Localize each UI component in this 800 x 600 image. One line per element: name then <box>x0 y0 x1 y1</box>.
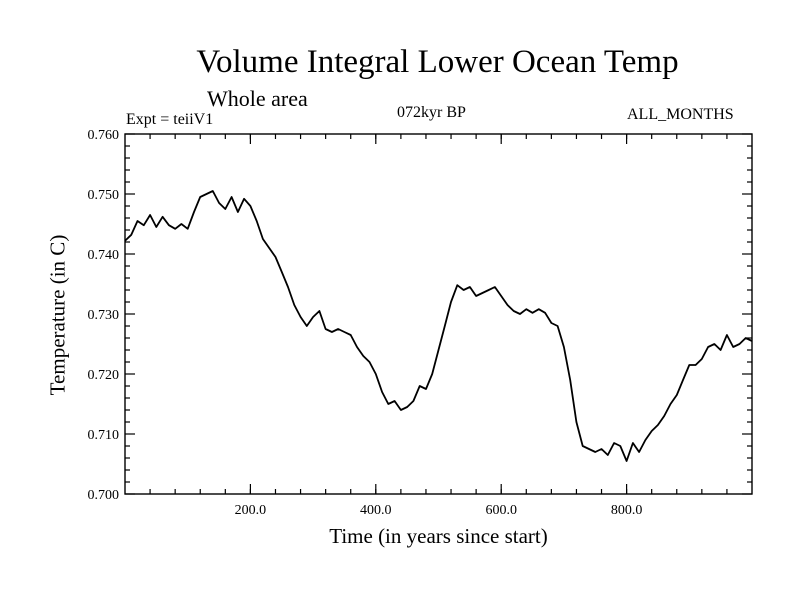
x-tick-label: 200.0 <box>235 503 267 518</box>
y-tick-label: 0.750 <box>88 188 120 203</box>
plot-frame <box>124 133 753 495</box>
x-tick-label: 600.0 <box>485 503 517 518</box>
x-tick-label: 800.0 <box>611 503 643 518</box>
y-tick-label: 0.760 <box>88 128 120 143</box>
y-tick-label: 0.720 <box>88 368 120 383</box>
period-label: 072kyr BP <box>397 104 466 121</box>
months-label: ALL_MONTHS <box>627 106 734 123</box>
x-axis-label: Time (in years since start) <box>329 524 548 548</box>
y-tick-label: 0.730 <box>88 308 120 323</box>
y-tick-label: 0.710 <box>88 428 120 443</box>
experiment-label: Expt = teiiV1 <box>126 111 214 128</box>
y-tick-label: 0.700 <box>88 488 120 503</box>
y-axis-label: Temperature (in C) <box>45 234 70 396</box>
y-tick-label: 0.740 <box>88 248 120 263</box>
series-line <box>124 190 753 462</box>
chart-subtitle: Whole area <box>207 86 308 111</box>
axis-ticks: 200.0 400.0 600.0 800.0 0.700 0.710 0.720 0.730… <box>88 128 752 518</box>
chart-title: Volume Integral Lower Ocean Temp <box>196 44 679 80</box>
x-tick-label: 400.0 <box>360 503 392 518</box>
